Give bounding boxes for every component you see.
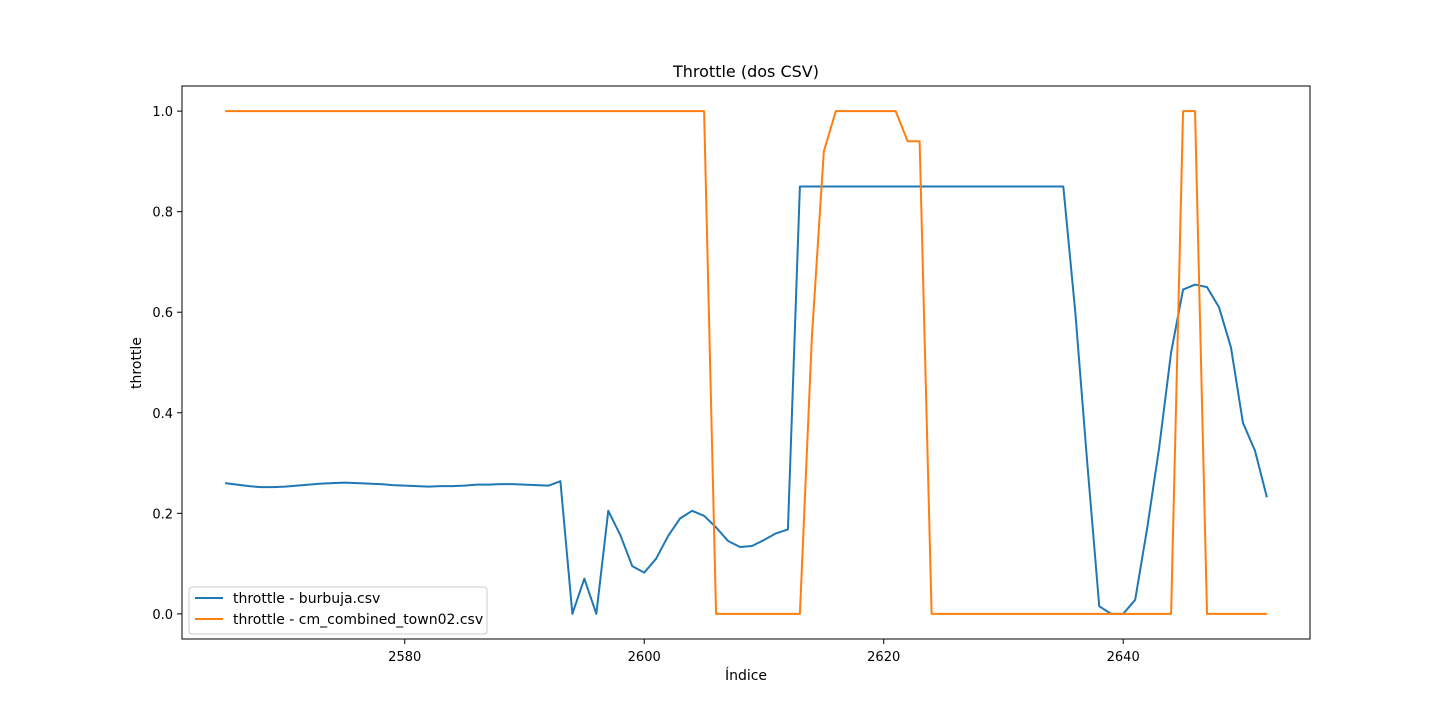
x-tick-label: 2580 <box>388 650 421 665</box>
y-tick-label: 0.6 <box>152 306 173 321</box>
x-tick-label: 2640 <box>1107 650 1140 665</box>
x-tick-label: 2620 <box>867 650 900 665</box>
y-axis-label: throttle <box>129 337 145 389</box>
y-tick-label: 0.8 <box>152 206 173 221</box>
series-line-1 <box>225 110 1267 615</box>
plot-frame <box>181 85 1311 640</box>
y-tick-label: 0.2 <box>152 507 173 522</box>
x-axis-label: Índice <box>725 667 767 684</box>
x-axis: 2580 2600 2620 2640 <box>388 639 1140 665</box>
chart-title: Throttle (dos CSV) <box>672 62 819 81</box>
series-line-0 <box>224 185 1268 615</box>
legend: throttle - burbuja.csv throttle - cm_com… <box>188 586 488 635</box>
legend-label-burbuja: throttle - burbuja.csv <box>233 591 380 607</box>
legend-box <box>188 586 488 635</box>
y-tick-label: 1.0 <box>152 105 173 120</box>
series-layer <box>224 110 1268 615</box>
y-tick-label: 0.4 <box>152 407 173 422</box>
y-axis: 0.0 0.2 0.4 0.6 0.8 1.0 <box>152 105 182 623</box>
legend-label-town02: throttle - cm_combined_town02.csv <box>233 612 483 628</box>
x-tick-label: 2600 <box>628 650 661 665</box>
y-tick-label: 0.0 <box>152 608 173 623</box>
